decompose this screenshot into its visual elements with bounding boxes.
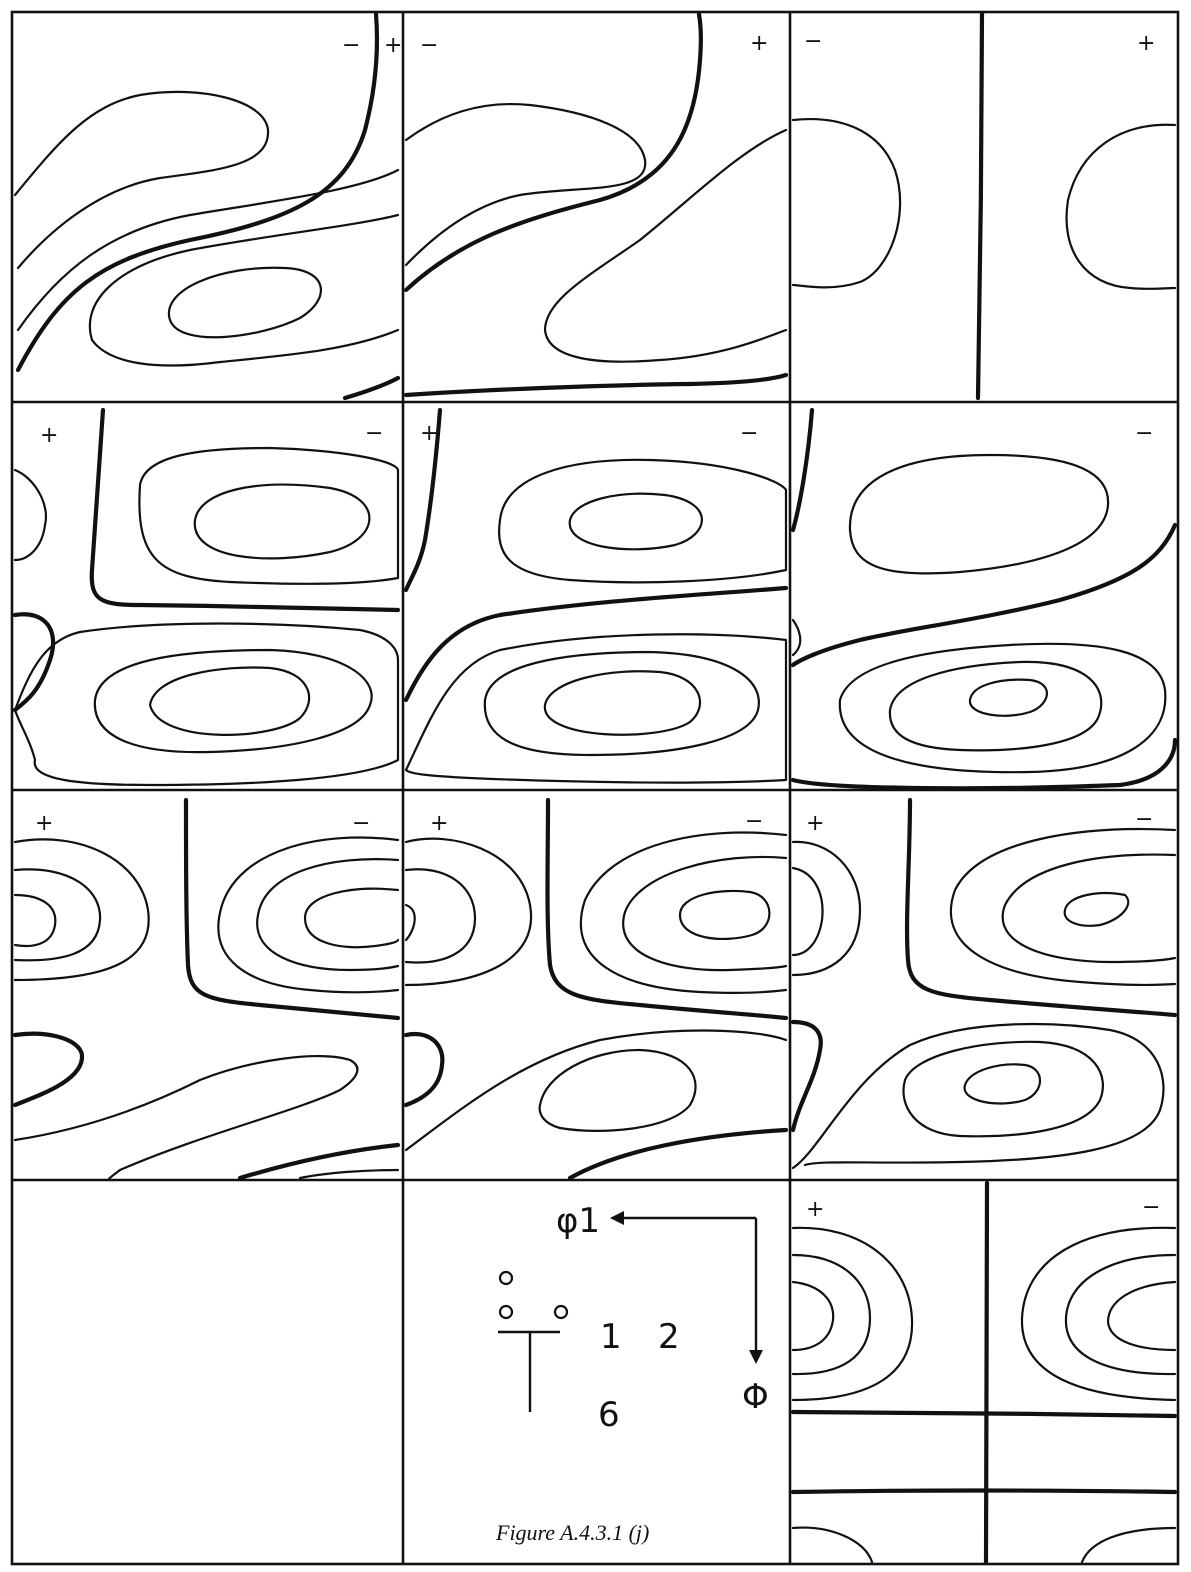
panel-r4c3: + − <box>790 1180 1178 1565</box>
symmetry-symbol-icon <box>498 1270 569 1412</box>
minus-sign: − <box>1135 807 1153 832</box>
symmetry-number-third: 6 <box>598 1395 620 1435</box>
panel-r1c2: − + <box>403 11 789 398</box>
panel-r2c1: + − <box>12 407 401 787</box>
panel-r1c1: − + <box>13 11 402 401</box>
symmetry-number-second: 2 <box>658 1317 680 1357</box>
plus-sign: + <box>384 33 402 58</box>
minus-sign: − <box>352 811 370 836</box>
panel-r3c2: + − <box>403 797 789 1181</box>
minus-sign: − <box>1135 421 1153 446</box>
panel-r3c3: + − <box>790 797 1178 1170</box>
arrow-down-icon <box>749 1350 763 1364</box>
minus-sign: − <box>804 29 822 54</box>
minus-sign: − <box>420 33 438 58</box>
axis-label-phi: Φ <box>742 1377 769 1417</box>
axis-label-phi1: φ1 <box>556 1201 600 1241</box>
minus-sign: − <box>1142 1195 1160 1220</box>
plus-sign: + <box>1137 31 1155 56</box>
figure-caption: Figure A.4.3.1 (j) <box>495 1520 649 1545</box>
plus-sign: + <box>35 811 53 836</box>
minus-sign: − <box>740 421 758 446</box>
symmetry-number-first: 1 <box>600 1317 622 1357</box>
plus-sign: + <box>806 811 824 836</box>
arrow-left-icon <box>610 1211 624 1225</box>
minus-sign: − <box>342 33 360 58</box>
panel-r1c3: − + <box>791 11 1177 401</box>
panel-r2c3: − <box>790 407 1178 791</box>
panel-r2c2: + − <box>403 407 789 784</box>
plus-sign: + <box>430 811 448 836</box>
plus-sign: + <box>750 31 768 56</box>
panel-r3c1: + − <box>12 797 401 1182</box>
minus-sign: − <box>745 809 763 834</box>
plus-sign: + <box>40 423 58 448</box>
plus-sign: + <box>420 421 438 446</box>
minus-sign: − <box>365 421 383 446</box>
legend-panel: φ1 Φ 1 2 6 Figure A.4.3.1 (j) <box>495 1201 769 1545</box>
plus-sign: + <box>806 1197 824 1222</box>
